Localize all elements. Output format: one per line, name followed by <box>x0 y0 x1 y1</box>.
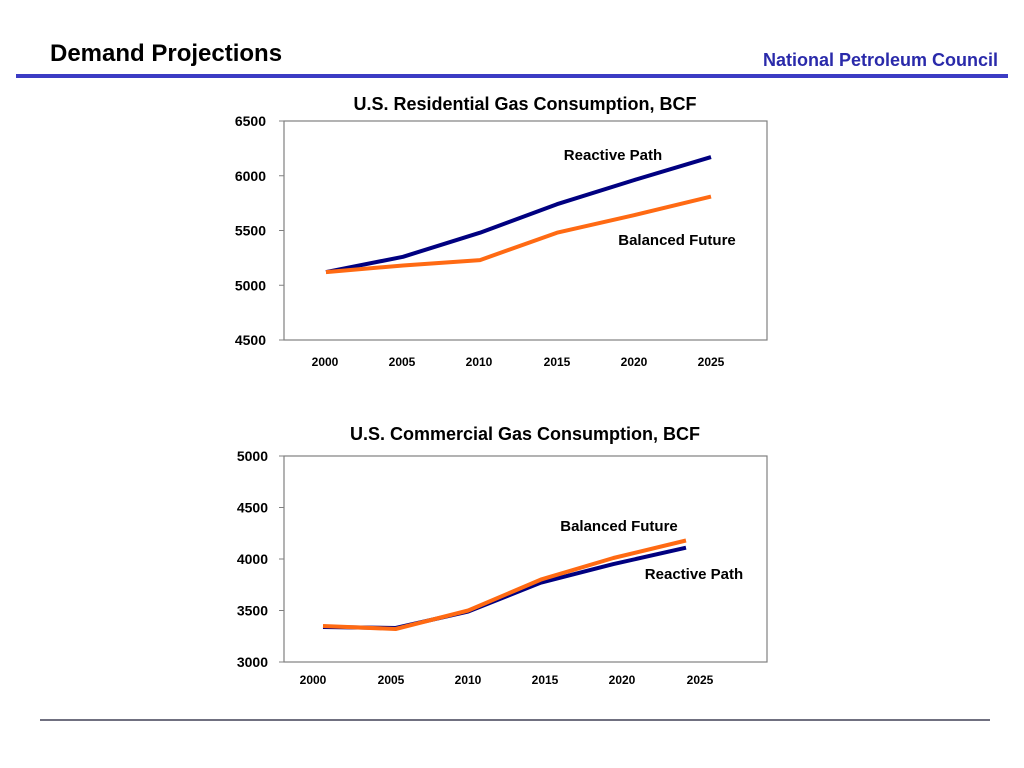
commercial-x-tick-label: 2005 <box>378 673 405 687</box>
commercial-x-tick-label: 2020 <box>609 673 636 687</box>
commercial-series-line-balanced-future <box>322 538 687 631</box>
organization-name: National Petroleum Council <box>762 50 998 70</box>
commercial-y-tick-label: 3500 <box>237 603 268 619</box>
commercial-y-tick-label: 4500 <box>237 500 268 516</box>
commercial-y-tick-label: 4000 <box>237 551 268 567</box>
residential-series-line-balanced-future <box>325 194 712 275</box>
residential-x-tick-label: 2025 <box>698 355 725 369</box>
residential-series-label-balanced-future: Balanced Future <box>618 232 736 249</box>
commercial-gas-chart: U.S. Commercial Gas Consumption, BCF 5000… <box>237 424 768 687</box>
commercial-series-label-balanced-future: Balanced Future <box>560 518 678 535</box>
commercial-x-tick-label: 2000 <box>300 673 327 687</box>
commercial-series-label-reactive-path: Reactive Path <box>645 566 743 583</box>
commercial-y-tick-label: 5000 <box>237 448 268 464</box>
residential-series-line-reactive-path <box>325 155 712 275</box>
residential-series-label-reactive-path: Reactive Path <box>564 147 662 164</box>
commercial-x-tick-label: 2025 <box>687 673 714 687</box>
residential-y-tick-label: 6500 <box>235 113 266 129</box>
residential-x-tick-label: 2020 <box>621 355 648 369</box>
residential-x-tick-label: 2005 <box>389 355 416 369</box>
commercial-y-tick-label: 3000 <box>237 654 268 670</box>
page-title: Demand Projections <box>50 40 283 67</box>
residential-y-tick-label: 6000 <box>235 168 266 184</box>
residential-plot-frame <box>283 120 768 341</box>
commercial-chart-title: U.S. Commercial Gas Consumption, BCF <box>350 424 700 444</box>
residential-y-tick-label: 5500 <box>235 223 266 239</box>
residential-y-tick-label: 5000 <box>235 277 266 293</box>
residential-x-tick-label: 2015 <box>544 355 571 369</box>
footer-divider <box>40 719 990 721</box>
commercial-x-tick-label: 2010 <box>455 673 482 687</box>
residential-x-tick-label: 2000 <box>312 355 339 369</box>
residential-gas-chart: U.S. Residential Gas Consumption, BCF 650… <box>235 94 768 369</box>
residential-chart-title: U.S. Residential Gas Consumption, BCF <box>353 94 696 114</box>
header-divider <box>16 74 1008 78</box>
commercial-plot-frame <box>283 455 768 663</box>
commercial-x-tick-label: 2015 <box>532 673 559 687</box>
residential-x-tick-label: 2010 <box>466 355 493 369</box>
residential-y-tick-label: 4500 <box>235 332 266 348</box>
